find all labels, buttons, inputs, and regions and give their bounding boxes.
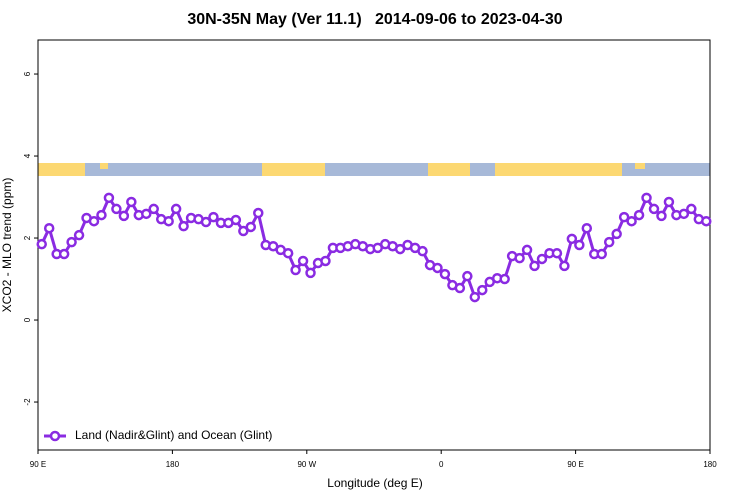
- data-point: [701, 215, 712, 227]
- data-point: [603, 236, 615, 248]
- data-point: [596, 248, 607, 260]
- data-point: [36, 238, 47, 250]
- data-point: [686, 203, 697, 215]
- data-point: [58, 248, 70, 260]
- x-tick-label: 180: [703, 460, 717, 469]
- data-point: [118, 210, 130, 222]
- data-point: [111, 203, 122, 215]
- data-point: [462, 270, 473, 282]
- data-point: [551, 247, 563, 259]
- data-point: [536, 253, 548, 265]
- data-point: [66, 236, 77, 248]
- data-point: [514, 252, 525, 264]
- x-axis-label: Longitude (deg E): [327, 476, 422, 490]
- data-point: [529, 260, 540, 272]
- data-point: [230, 214, 242, 226]
- data-point: [141, 208, 152, 220]
- data-point: [641, 192, 652, 204]
- data-point: [439, 268, 451, 280]
- data-point: [499, 273, 510, 285]
- data-point: [656, 210, 667, 222]
- data-point: [611, 228, 622, 240]
- data-point: [678, 208, 690, 220]
- data-point: [178, 220, 189, 232]
- data-point: [126, 196, 137, 208]
- y-tick-label: -2: [23, 398, 32, 406]
- x-tick-label: 0: [439, 460, 444, 469]
- land-strip: [635, 163, 645, 169]
- data-point: [253, 207, 264, 219]
- y-tick-label: 2: [23, 235, 32, 240]
- data-point: [394, 243, 406, 255]
- data-point: [581, 222, 593, 234]
- land-ocean-strip: [38, 163, 710, 176]
- data-point: [73, 229, 85, 241]
- data-point: [633, 209, 645, 221]
- data-point: [648, 203, 660, 215]
- data-point: [163, 215, 174, 227]
- x-tick-label: 90 E: [567, 460, 583, 469]
- data-point: [559, 260, 570, 272]
- data-point: [200, 216, 212, 228]
- land-strip: [495, 163, 622, 176]
- land-strip: [428, 163, 470, 176]
- data-point: [88, 215, 100, 227]
- data-point: [297, 255, 309, 267]
- data-point: [574, 239, 585, 251]
- data-point: [305, 267, 316, 279]
- data-point: [208, 211, 219, 223]
- land-strip: [262, 163, 325, 176]
- data-point: [663, 196, 675, 208]
- land-strip: [38, 163, 85, 176]
- data-point: [432, 262, 443, 274]
- data-point: [290, 264, 301, 276]
- data-point: [454, 282, 466, 294]
- data-point: [477, 284, 488, 296]
- chart-title: 30N-35N May (Ver 11.1) 2014-09-06 to 202…: [187, 11, 562, 28]
- data-point: [245, 221, 257, 233]
- x-tick-label: 90 E: [30, 460, 46, 469]
- legend-marker: [49, 430, 61, 442]
- data-point: [521, 244, 533, 256]
- data-point: [103, 192, 115, 204]
- y-tick-label: 0: [23, 317, 32, 322]
- data-point: [469, 291, 481, 303]
- data-point: [618, 211, 630, 223]
- y-tick-label: 4: [23, 153, 32, 158]
- data-point: [320, 255, 331, 267]
- y-axis-label: XCO2 - MLO trend (ppm): [0, 178, 14, 313]
- data-point: [566, 233, 578, 245]
- x-tick-label: 180: [166, 460, 180, 469]
- data-point: [43, 222, 55, 234]
- data-point: [282, 247, 294, 259]
- data-point: [626, 215, 637, 227]
- x-tick-label: 90 W: [297, 460, 316, 469]
- data-point: [238, 225, 249, 237]
- data-point: [96, 209, 107, 221]
- data-point: [417, 245, 428, 257]
- y-tick-label: 6: [23, 71, 32, 76]
- data-point: [170, 203, 182, 215]
- data-point: [148, 203, 159, 215]
- land-strip: [100, 163, 108, 169]
- legend-label: Land (Nadir&Glint) and Ocean (Glint): [75, 428, 272, 442]
